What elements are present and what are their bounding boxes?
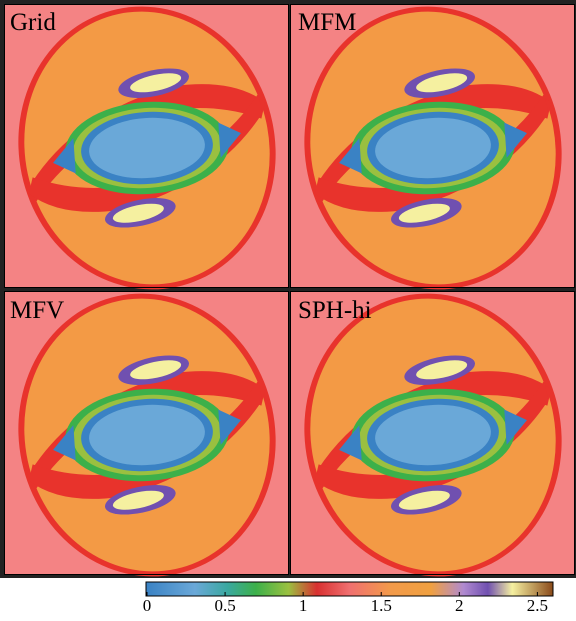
colorbar bbox=[146, 582, 553, 596]
tick-label: 0 bbox=[143, 596, 152, 615]
panel-label: SPH-hi bbox=[298, 297, 372, 324]
tick-label: 1.5 bbox=[371, 596, 392, 615]
panel-label: MFM bbox=[298, 9, 356, 36]
panel-label: MFV bbox=[10, 297, 64, 324]
panel-image bbox=[278, 0, 576, 314]
tick-label: 2.5 bbox=[527, 596, 548, 615]
panel-label: Grid bbox=[10, 9, 56, 36]
tick-label: 2 bbox=[455, 596, 464, 615]
figure: Grid MFM MFV SPH-hi 0 0.5 1 1.5 2 2.5 bbox=[0, 0, 576, 616]
panel-image bbox=[0, 0, 302, 314]
tick-label: 1 bbox=[299, 596, 308, 615]
tick-label: 0.5 bbox=[214, 596, 235, 615]
